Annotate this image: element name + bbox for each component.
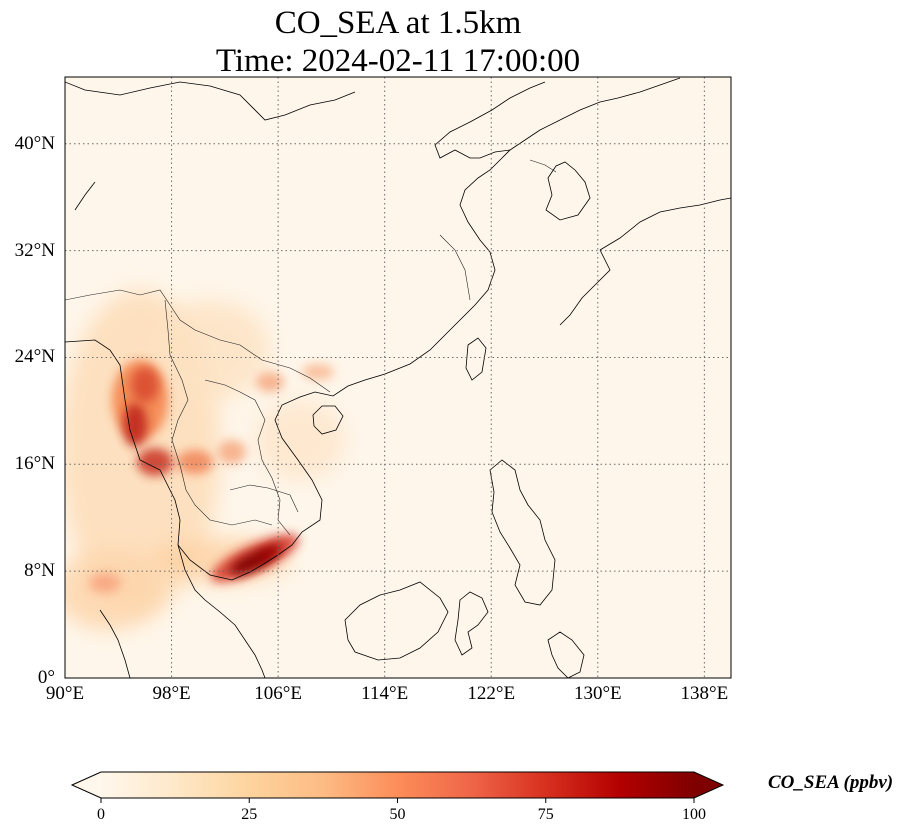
- lon-tick-label: 90°E: [45, 683, 85, 704]
- lat-tick-label: 8°N: [24, 560, 55, 582]
- map-frame: [64, 76, 732, 679]
- map-title-variable: CO_SEA at 1.5km: [274, 5, 522, 41]
- colorbar-tick-label: 100: [682, 806, 706, 823]
- lon-tick-label: 98°E: [152, 683, 191, 704]
- co-concentration-field: [65, 290, 345, 630]
- colorbar-tick-marks: [100, 798, 695, 803]
- lon-tick-label: 106°E: [254, 683, 302, 704]
- colorbar-ramp: [101, 772, 694, 798]
- colorbar-tick-label: 25: [241, 806, 258, 823]
- lon-tick-label: 114°E: [361, 683, 409, 704]
- colorbar-tick-label: 50: [389, 806, 406, 823]
- lat-tick-label: 32°N: [14, 239, 55, 261]
- colorbar-label: CO_SEA (ppbv): [768, 772, 894, 793]
- lat-tick-label: 24°N: [14, 346, 55, 368]
- gridlines: [65, 77, 731, 678]
- colorbar: [70, 771, 725, 803]
- colorbar-extend-min: [72, 772, 101, 798]
- colorbar-extend-max: [694, 772, 723, 798]
- lon-tick-label: 138°E: [680, 683, 729, 704]
- lon-tick-label: 122°E: [467, 683, 516, 704]
- colorbar-tick-label: 75: [537, 806, 554, 823]
- lon-tick-label: 130°E: [573, 683, 622, 704]
- country-borders: [65, 159, 557, 536]
- colorbar-tick-label: 0: [97, 806, 105, 823]
- lat-tick-label: 0°: [37, 667, 55, 688]
- lat-tick-label: 40°N: [14, 132, 55, 154]
- lat-tick-label: 16°N: [14, 453, 55, 475]
- coastlines: [65, 77, 731, 678]
- map-title-time: Time: 2024-02-11 17:00:00: [215, 43, 581, 79]
